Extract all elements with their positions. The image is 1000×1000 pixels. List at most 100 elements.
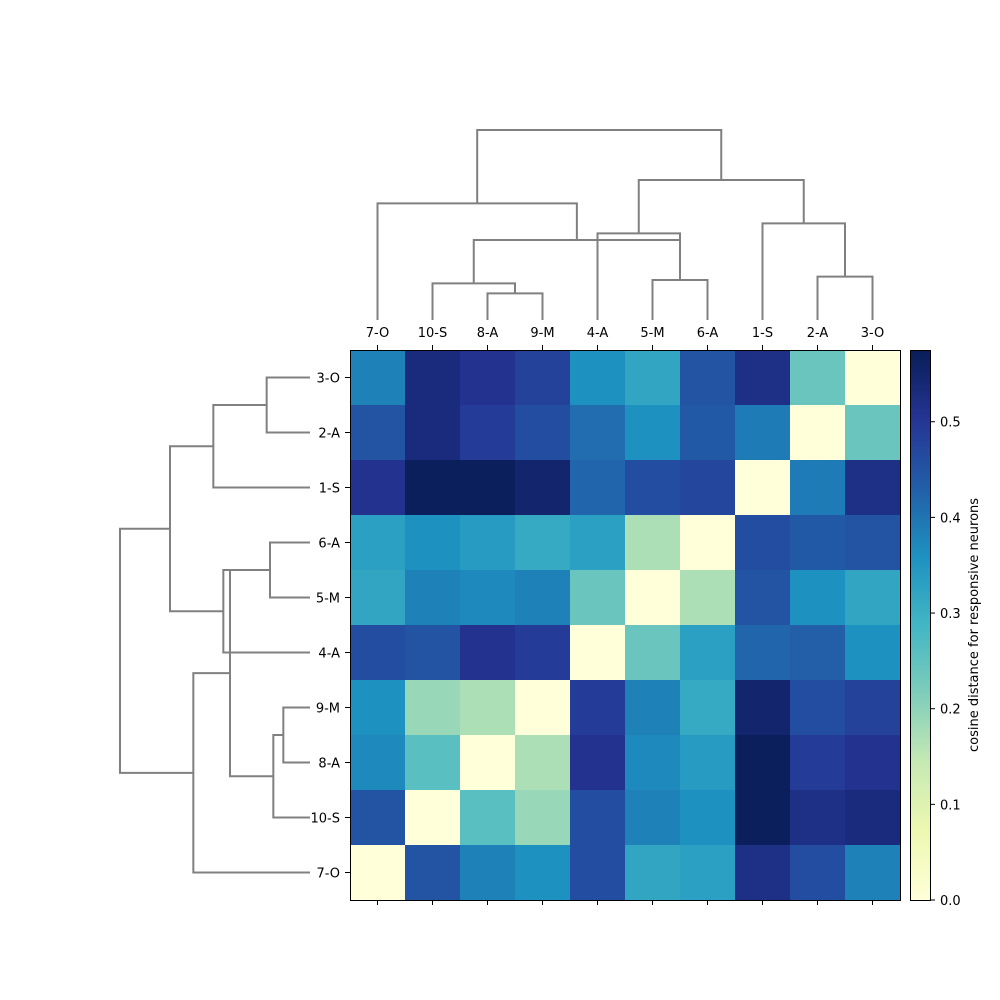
heatmap-cell [405, 460, 461, 516]
heatmap-cell [460, 515, 516, 571]
heatmap-cell [845, 570, 901, 626]
row-tick-label: 7-O [316, 867, 340, 882]
heatmap-cell [790, 460, 846, 516]
heatmap-cell [570, 845, 626, 901]
column-tick-label: 1-S [752, 326, 773, 341]
column-ticks: 7-O 10-S 8-A 9-M 4-A 5-M 6-A 1-S 2-A 3-O [366, 326, 885, 905]
heatmap-cell [350, 845, 406, 901]
row-ticks: 3-O 2-A 1-S 6-A 5-M 4-A 9-M 8-A 10-S 7-O [311, 372, 350, 882]
heatmap-cell [515, 845, 571, 901]
heatmap-cell [350, 460, 406, 516]
row-dendrogram-link [169, 445, 224, 613]
heatmap-cell [570, 515, 626, 571]
heatmap-cell [405, 515, 461, 571]
heatmap-cell [680, 570, 736, 626]
column-dendrogram-link [816, 275, 874, 320]
heatmap-cell [625, 680, 681, 736]
heatmap-cell [680, 625, 736, 681]
heatmap-cell [625, 570, 681, 626]
row-dendrogram-link [212, 404, 310, 489]
heatmap-cell [790, 845, 846, 901]
column-tick-label: 2-A [807, 326, 829, 341]
row-dendrogram-link [229, 569, 274, 778]
heatmap-cell [680, 460, 736, 516]
column-tick-label: 8-A [477, 326, 499, 341]
column-dendrogram-link [486, 292, 544, 320]
heatmap-cell [790, 405, 846, 461]
heatmap-cell [460, 790, 516, 846]
row-dendrogram-link [192, 672, 310, 874]
colorbar-gradient [910, 350, 930, 900]
row-dendrogram [119, 376, 310, 874]
row-tick-label: 3-O [316, 372, 340, 387]
row-tick-label: 5-M [316, 592, 340, 607]
column-tick-label: 10-S [418, 326, 448, 341]
heatmap-cell [405, 680, 461, 736]
heatmap-cell [515, 460, 571, 516]
heatmap-cell [350, 570, 406, 626]
heatmap-cell [845, 460, 901, 516]
heatmap-cell [790, 350, 846, 406]
heatmap-cell [515, 350, 571, 406]
heatmap-cell [625, 350, 681, 406]
colorbar-tick-label: 0.0 [940, 894, 961, 909]
column-dendrogram-link [651, 279, 709, 320]
heatmap-cell [350, 405, 406, 461]
heatmap-cell [790, 625, 846, 681]
heatmap-cell [680, 845, 736, 901]
heatmap-cell [460, 845, 516, 901]
heatmap-cell [735, 515, 791, 571]
heatmap-cell [570, 460, 626, 516]
heatmap-cell [625, 735, 681, 791]
colorbar-tick-label: 0.1 [940, 798, 961, 813]
heatmap-cell [790, 680, 846, 736]
colorbar-label: cosine distance for responsive neurons [967, 498, 982, 752]
heatmap-cell [515, 515, 571, 571]
heatmap-cell [405, 735, 461, 791]
heatmap-cell [790, 570, 846, 626]
column-tick-label: 4-A [587, 326, 609, 341]
heatmap-cell [570, 735, 626, 791]
heatmap-cell [460, 350, 516, 406]
heatmap-cell [515, 405, 571, 461]
heatmap-cell [845, 625, 901, 681]
heatmap-cell [405, 845, 461, 901]
row-tick-label: 9-M [316, 702, 340, 717]
colorbar-frame [910, 350, 931, 901]
heatmap-cell [515, 625, 571, 681]
heatmap-cell [570, 405, 626, 461]
heatmap-cell [405, 625, 461, 681]
heatmap-cell [735, 570, 791, 626]
heatmap-cell [515, 680, 571, 736]
heatmap-cell [405, 790, 461, 846]
column-tick-label: 7-O [366, 326, 390, 341]
heatmap-cell [350, 790, 406, 846]
colorbar-tick-label: 0.3 [940, 607, 961, 622]
column-tick-label: 3-O [861, 326, 885, 341]
column-dendrogram-link [637, 179, 805, 234]
column-dendrogram-link [761, 222, 846, 320]
heatmap-cell [845, 350, 901, 406]
heatmap-cell [405, 350, 461, 406]
heatmap-cell [515, 570, 571, 626]
heatmap-cell [625, 790, 681, 846]
heatmap-cell [460, 735, 516, 791]
heatmap-cell [680, 405, 736, 461]
colorbar-tick-label: 0.2 [940, 703, 961, 718]
heatmap-cells [350, 350, 901, 901]
heatmap-cell [625, 625, 681, 681]
heatmap-cell [570, 680, 626, 736]
heatmap-cell [405, 405, 461, 461]
heatmap-cell [460, 680, 516, 736]
heatmap-cell [735, 350, 791, 406]
row-tick-label: 6-A [318, 537, 340, 552]
heatmap-cell [845, 845, 901, 901]
column-dendrogram [376, 129, 874, 320]
heatmap-cell [350, 625, 406, 681]
row-tick-label: 10-S [311, 812, 341, 827]
heatmap-cell [845, 680, 901, 736]
row-dendrogram-link [222, 569, 310, 654]
heatmap-cell [680, 790, 736, 846]
column-tick-label: 6-A [697, 326, 719, 341]
